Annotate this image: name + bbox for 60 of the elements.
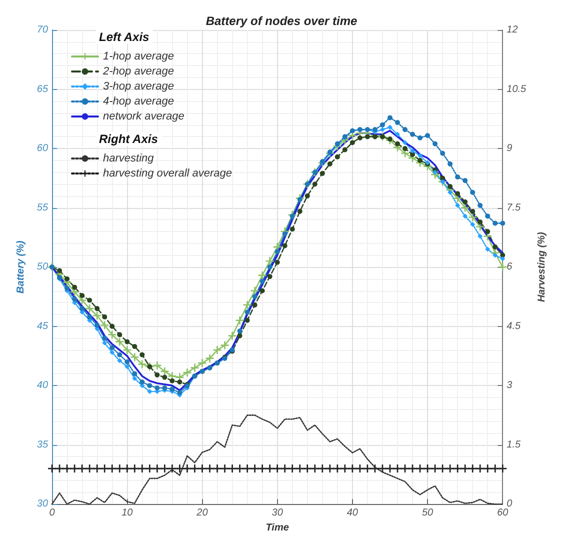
y2-tick-label: 6 (506, 262, 513, 273)
x-tick-label: 20 (196, 508, 208, 519)
x-tick-label: 50 (422, 508, 434, 519)
y-axis-title: Battery (%) (16, 240, 26, 294)
y-tick-label: 55 (36, 202, 48, 214)
point (147, 389, 152, 394)
point (485, 246, 490, 252)
chart-title: Battery of nodes over time (206, 14, 358, 28)
y2-tick-label: 4.5 (506, 320, 521, 332)
legend-label: 1-hop average (103, 50, 174, 62)
point (455, 202, 460, 208)
y2-tick-label: 3 (506, 380, 513, 392)
line-series (51, 414, 504, 505)
y-tick-label: 45 (36, 320, 48, 332)
point (470, 222, 476, 227)
y-tick-label: 40 (36, 380, 48, 392)
x-tick-label: 60 (497, 508, 509, 519)
point (418, 153, 423, 158)
point (387, 124, 392, 130)
y-tick-label: 30 (36, 498, 48, 510)
y2-tick-label: 0 (506, 498, 513, 510)
y2-tick-label: 10.5 (506, 84, 527, 95)
point (432, 170, 438, 175)
x-tick-label: 0 (49, 508, 56, 519)
y-tick-label: 65 (36, 84, 48, 95)
point (132, 376, 138, 381)
point (492, 252, 498, 258)
point (380, 127, 385, 132)
y-tick-label: 70 (36, 24, 48, 36)
point (478, 234, 483, 239)
point (117, 358, 122, 364)
y-tick-label: 50 (36, 262, 48, 273)
x-tick-label: 40 (346, 508, 358, 519)
y2-tick-label: 12 (506, 24, 518, 36)
x-tick-label: 10 (122, 508, 134, 519)
x-axis-title: Time (266, 522, 290, 534)
point (410, 148, 416, 154)
legend-label: harvesting overall average (103, 168, 232, 180)
point (448, 190, 453, 195)
annotation: Right Axis (99, 132, 158, 146)
legend-label: 4-hop average (103, 96, 174, 108)
y2-tick-label: 9 (506, 143, 513, 154)
point (110, 350, 115, 355)
point (394, 132, 400, 137)
point (500, 256, 506, 262)
point (124, 364, 130, 370)
y2-tick-label: 1.5 (506, 439, 521, 450)
y-tick-label: 60 (36, 143, 48, 154)
legend-label: 2-hop average (102, 66, 174, 78)
y2-axis-title: Harvesting (%) (536, 231, 548, 302)
point (462, 214, 468, 219)
y2-tick-label: 7.5 (506, 202, 521, 214)
point (402, 140, 408, 146)
y-tick-label: 35 (36, 439, 48, 450)
point (102, 340, 108, 346)
annotation: Left Axis (99, 30, 150, 44)
x-tick-label: 30 (272, 508, 284, 519)
legend-label: 3-hop average (103, 80, 174, 92)
legend-label: network average (103, 110, 184, 122)
legend-label: harvesting (103, 152, 155, 164)
